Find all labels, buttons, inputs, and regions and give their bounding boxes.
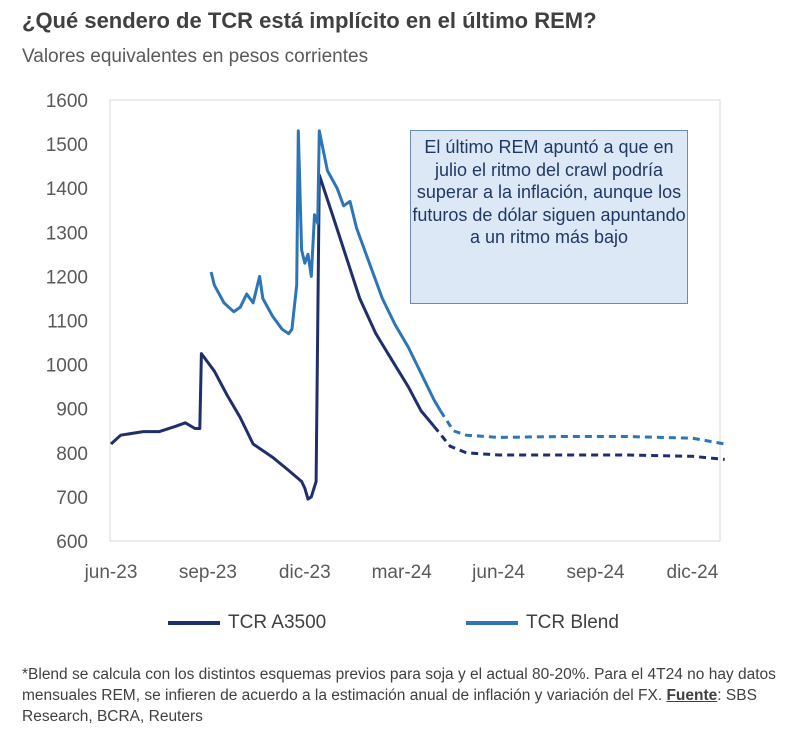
x-tick-label: sep-24: [566, 562, 625, 583]
line-chart: 600 700 800 900 1000 1100 1200 1300 1400 1500 1600…: [46, 91, 725, 583]
legend-label: TCR Blend: [526, 612, 619, 633]
footnote-text: *Blend se calcula con los distintos esqu…: [22, 666, 776, 704]
legend-blend: TCR Blend: [466, 612, 619, 634]
chart-subtitle: Valores equivalentes en pesos corrientes: [22, 46, 369, 67]
y-tick-label: 700: [56, 488, 88, 509]
legend-swatch: [466, 621, 518, 625]
plot-area: [109, 99, 721, 542]
x-tick-label: dic-24: [667, 562, 719, 583]
legend-label: TCR A3500: [228, 612, 327, 633]
series-forecast-blend: [439, 410, 725, 446]
y-tick-label: 1300: [46, 223, 88, 244]
legend-swatch: [168, 621, 220, 625]
y-tick-label: 900: [56, 400, 88, 421]
y-tick-label: 1600: [46, 91, 88, 112]
x-tick-label: dic-23: [279, 562, 331, 583]
y-tick-label: 1100: [47, 312, 88, 333]
series-line-a3500: [109, 173, 436, 501]
y-tick-label: 800: [56, 444, 88, 465]
x-tick-label: mar-24: [372, 562, 433, 583]
footnote: *Blend se calcula con los distintos esqu…: [22, 664, 792, 727]
legend-a3500: TCR A3500: [168, 612, 326, 634]
x-tick-label: jun-24: [471, 562, 525, 583]
annotation-box: El último REM apuntó a que en julio el r…: [410, 130, 688, 304]
series-line-blend: [209, 129, 442, 412]
x-tick-label: jun-23: [84, 562, 138, 583]
x-tick-label: sep-23: [179, 562, 237, 583]
y-tick-label: 1200: [46, 267, 88, 288]
chart-title: ¿Qué sendero de TCR está implícito en el…: [22, 8, 597, 33]
series-forecast-a3500: [432, 425, 725, 461]
y-tick-label: 1400: [46, 179, 88, 200]
source-label: Fuente: [666, 687, 718, 704]
y-tick-label: 600: [56, 532, 88, 553]
y-tick-label: 1500: [46, 135, 88, 156]
y-tick-label: 1000: [46, 356, 88, 377]
source-text: : SBS Research, BCRA, Reuters: [22, 687, 757, 725]
